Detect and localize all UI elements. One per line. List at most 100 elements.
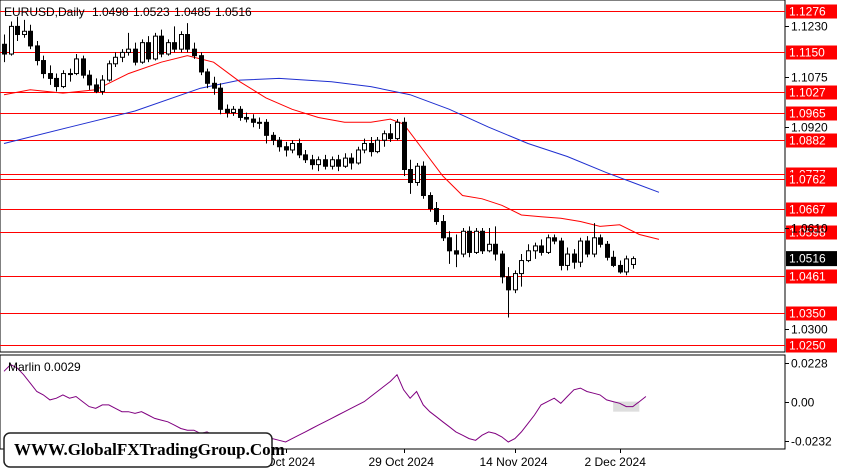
candle bbox=[22, 19, 27, 38]
bearish-candle-body bbox=[369, 142, 374, 153]
price-tick-label: 1.0300 bbox=[791, 323, 828, 337]
bearish-candle-body bbox=[323, 159, 328, 167]
bearish-candle-body bbox=[244, 116, 249, 120]
current-price-box bbox=[786, 251, 837, 267]
price-axis: 1.1230 1.1075 1.0920 1.0610 1.0300 bbox=[785, 20, 828, 337]
bearish-candle-body bbox=[598, 237, 603, 245]
candle bbox=[140, 39, 145, 64]
candle bbox=[257, 117, 262, 129]
candle bbox=[107, 60, 112, 82]
bullish-candle-body bbox=[231, 108, 236, 114]
bullish-candle-body bbox=[257, 121, 262, 124]
bearish-candle-body bbox=[133, 48, 138, 63]
candle bbox=[618, 260, 623, 274]
bullish-candle-body bbox=[316, 159, 321, 166]
bullish-candle-body bbox=[631, 258, 636, 265]
oscillator-tick-label: 0.0228 bbox=[791, 357, 828, 371]
bearish-candle-body bbox=[284, 146, 289, 151]
bearish-candle-body bbox=[277, 139, 282, 148]
ohlc-high: 1.0523 bbox=[133, 5, 170, 19]
candle bbox=[251, 114, 256, 128]
bearish-candle-body bbox=[434, 208, 439, 223]
bullish-candle-body bbox=[526, 250, 531, 262]
symbol-label: EURUSD,Daily bbox=[4, 5, 85, 19]
bearish-candle-body bbox=[447, 237, 452, 252]
bearish-candle-body bbox=[94, 84, 99, 92]
candle bbox=[343, 153, 348, 168]
ohlc-open: 1.0498 bbox=[92, 5, 129, 19]
bearish-candle-body bbox=[454, 250, 459, 255]
bearish-candle-body bbox=[480, 230, 485, 252]
candle bbox=[552, 234, 557, 245]
candle bbox=[205, 68, 210, 89]
bearish-candle-body bbox=[159, 35, 164, 55]
bullish-candle-body bbox=[592, 237, 597, 255]
candle bbox=[474, 228, 479, 255]
ohlc-close: 1.0516 bbox=[215, 5, 252, 19]
level-label: 1.0882 bbox=[789, 134, 826, 148]
candle bbox=[297, 138, 302, 159]
candle bbox=[454, 234, 459, 268]
level-label-box bbox=[786, 225, 837, 240]
level-label: 1.0965 bbox=[789, 107, 826, 121]
bearish-candle-body bbox=[500, 253, 505, 278]
bullish-candle-body bbox=[166, 42, 171, 55]
level-label-box bbox=[786, 4, 837, 19]
candle bbox=[159, 29, 164, 58]
candle bbox=[218, 83, 223, 115]
candle bbox=[68, 68, 73, 82]
candle bbox=[74, 54, 79, 76]
level-label: 1.1027 bbox=[789, 86, 826, 100]
level-label: 1.0667 bbox=[789, 203, 826, 217]
oscillator-tick-label: -0.0232 bbox=[791, 435, 832, 449]
current-price-label: 1.0516 bbox=[789, 252, 826, 266]
marlin-oscillator-line bbox=[3, 363, 647, 443]
candle bbox=[500, 250, 505, 284]
level-label: 1.0461 bbox=[789, 270, 826, 284]
bearish-candle-body bbox=[388, 133, 393, 140]
candle bbox=[408, 159, 413, 194]
bearish-candle-body bbox=[349, 157, 354, 164]
bullish-candle-body bbox=[107, 63, 112, 81]
bullish-candle-body bbox=[100, 79, 105, 92]
candle bbox=[336, 154, 341, 172]
bearish-candle-body bbox=[402, 121, 407, 170]
bullish-candle-body bbox=[519, 260, 524, 275]
bullish-candle-body bbox=[415, 165, 420, 184]
price-tick-label: 1.0920 bbox=[791, 121, 828, 135]
moving-averages bbox=[3, 55, 660, 240]
slow-moving-average-line bbox=[3, 77, 660, 193]
bullish-candle-body bbox=[330, 159, 335, 167]
bullish-candle-body bbox=[546, 237, 551, 253]
price-tick-label: 1.1075 bbox=[791, 71, 828, 85]
candle bbox=[480, 228, 485, 255]
candle bbox=[467, 226, 472, 258]
candle bbox=[434, 202, 439, 225]
current-price-marker: 1.0516 bbox=[786, 251, 837, 267]
candle bbox=[323, 154, 328, 170]
candle bbox=[559, 237, 564, 271]
candle bbox=[585, 236, 590, 258]
candle bbox=[316, 156, 321, 172]
bullish-candle-body bbox=[375, 139, 380, 153]
candle bbox=[81, 55, 86, 79]
bullish-candle-body bbox=[395, 121, 400, 140]
bearish-candle-body bbox=[605, 243, 610, 258]
bullish-candle-body bbox=[362, 142, 367, 151]
bearish-candle-body bbox=[336, 159, 341, 167]
bearish-candle-body bbox=[251, 118, 256, 123]
bearish-candle-body bbox=[2, 43, 7, 55]
candle bbox=[54, 73, 59, 92]
indicator-label: Marlin 0.0029 bbox=[8, 360, 81, 374]
candle bbox=[349, 153, 354, 170]
candle bbox=[264, 119, 269, 144]
bearish-candle-body bbox=[421, 165, 426, 197]
bullish-candle-body bbox=[74, 58, 79, 75]
candle bbox=[362, 138, 367, 154]
candle bbox=[146, 36, 151, 63]
candle bbox=[153, 32, 158, 61]
candle bbox=[506, 267, 511, 318]
candle bbox=[611, 250, 616, 268]
